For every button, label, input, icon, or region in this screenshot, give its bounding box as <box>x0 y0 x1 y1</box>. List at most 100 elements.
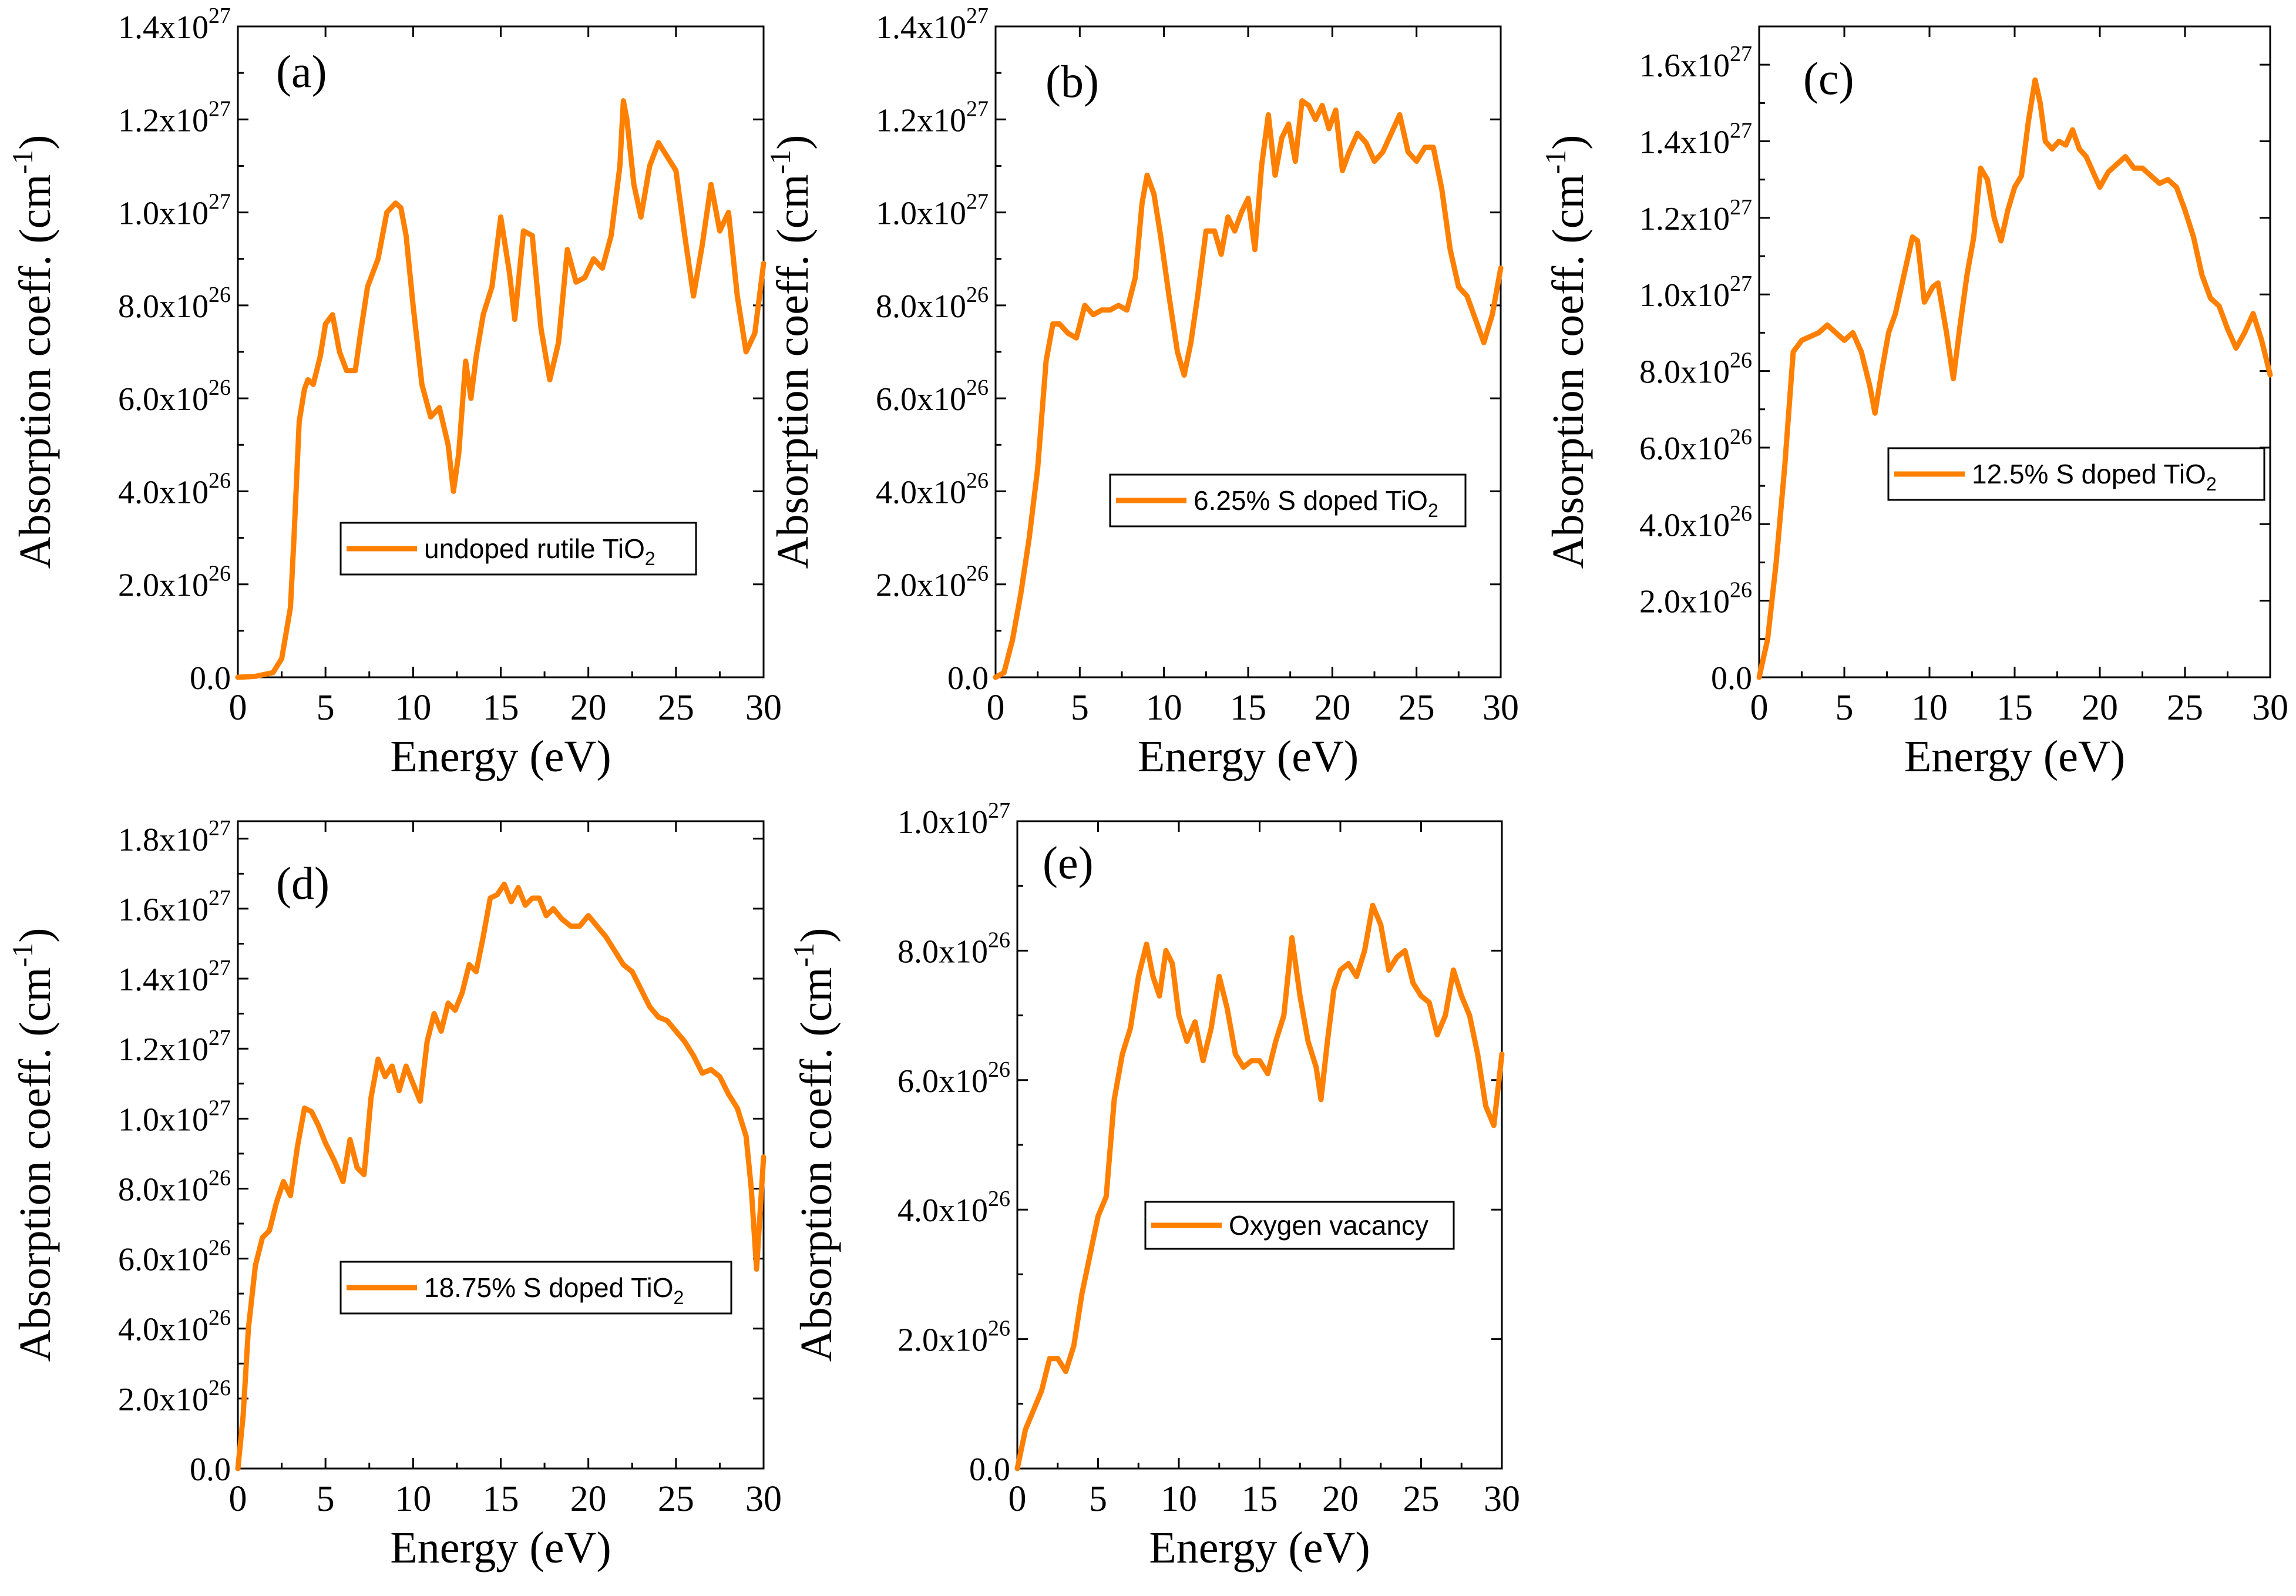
y-tick-label: 0.0 <box>190 660 231 697</box>
legend-label: undoped rutile TiO2 <box>424 533 655 569</box>
x-axis-title: Energy (eV) <box>1904 732 2125 781</box>
x-tick-label: 20 <box>570 688 607 728</box>
panel-a: 0 5 10 15 20 25 30 0.0 2.0x1026 4.0x1026 6.0x1026 8… <box>6 4 782 781</box>
y-tick-label: 6.0x1026 <box>118 1236 231 1278</box>
legend: 18.75% S doped TiO2 <box>339 1261 732 1315</box>
legend: undoped rutile TiO2 <box>339 522 697 576</box>
plot-frame <box>237 820 765 1470</box>
y-tick-label: 1.2x1027 <box>118 96 231 139</box>
legend-label: 12.5% S doped TiO2 <box>1972 459 2217 495</box>
x-tick-label: 25 <box>658 688 694 728</box>
y-tick-label: 1.6x1027 <box>1639 42 1752 84</box>
x-tick-label: 10 <box>1161 1479 1197 1519</box>
x-tick-label: 20 <box>2082 688 2118 728</box>
series-line <box>1756 77 2273 680</box>
y-tick-label: 1.0x1027 <box>118 1096 231 1138</box>
series-line <box>993 98 1504 680</box>
y-tick-label: 4.0x1026 <box>897 1187 1010 1229</box>
y-axis-title: Absorption coeff. (cm-1) <box>6 928 60 1362</box>
x-tick-label: 10 <box>395 688 431 728</box>
y-axis-title: Absorption coeff. (cm-1) <box>764 135 818 569</box>
panel-e: 0 5 10 15 20 25 30 0.0 2.0x1026 4.0x1026 6.0x1026 8… <box>787 798 1520 1573</box>
x-tick-label: 15 <box>1996 688 2033 728</box>
x-tick-label: 20 <box>1322 1479 1359 1519</box>
y-tick-label: 4.0x1026 <box>118 1306 231 1348</box>
x-tick-label: 30 <box>1483 688 1519 728</box>
x-tick-label: 15 <box>483 688 519 728</box>
plot-frame <box>237 25 765 678</box>
y-tick-label: 8.0x1026 <box>1639 348 1752 391</box>
y-tick-label: 6.0x1026 <box>897 1057 1010 1100</box>
y-tick-label: 1.6x1027 <box>118 886 231 928</box>
x-tick-label: 25 <box>1403 1479 1440 1519</box>
panel-label: (d) <box>276 858 330 909</box>
y-tick-label: 1.0x1027 <box>1639 271 1752 314</box>
x-tick-label: 25 <box>658 1479 694 1519</box>
series-line <box>1014 902 1505 1471</box>
x-tick-label: 5 <box>1071 688 1089 728</box>
y-tick-label: 8.0x1026 <box>118 283 231 325</box>
x-tick-label: 5 <box>1836 688 1854 728</box>
x-axis-title: Energy (eV) <box>1149 1523 1370 1573</box>
y-tick-label: 2.0x1026 <box>876 562 989 604</box>
y-tick-label: 8.0x1026 <box>876 283 989 325</box>
y-tick-label: 0.0 <box>1711 660 1752 697</box>
panel-label: (a) <box>276 46 327 97</box>
x-tick-label: 20 <box>570 1479 607 1519</box>
y-tick-label: 4.0x1026 <box>118 468 231 510</box>
y-tick-label: 1.4x1027 <box>118 4 231 46</box>
y-tick-label: 6.0x1026 <box>876 375 989 418</box>
x-tick-label: 30 <box>2252 688 2288 728</box>
y-tick-label: 1.2x1027 <box>118 1026 231 1068</box>
y-axis-title: Absorption coeff. (cm-1) <box>787 928 841 1362</box>
panel-label: (e) <box>1043 837 1094 888</box>
plot-frame <box>994 25 1502 678</box>
x-tick-label: 10 <box>1146 688 1182 728</box>
panel-label: (b) <box>1046 56 1099 107</box>
panel-label: (c) <box>1803 53 1854 104</box>
y-tick-label: 4.0x1026 <box>876 468 989 510</box>
x-tick-label: 30 <box>745 1479 782 1519</box>
y-axis-title: Absorption coeff. (cm-1) <box>1539 135 1593 569</box>
x-tick-label: 25 <box>1399 688 1435 728</box>
x-tick-label: 5 <box>317 1479 335 1519</box>
x-tick-label: 15 <box>1242 1479 1278 1519</box>
panel-c: 0 5 10 15 20 25 30 0.0 2.0x1026 4.0x1026 6.0x1026 8… <box>1539 25 2288 781</box>
y-tick-label: 2.0x1026 <box>1639 578 1752 620</box>
x-tick-label: 15 <box>1230 688 1266 728</box>
x-tick-label: 30 <box>745 688 782 728</box>
x-axis-title: Energy (eV) <box>390 732 611 781</box>
y-tick-label: 0.0 <box>947 660 989 697</box>
y-tick-label: 1.2x1027 <box>876 96 989 139</box>
y-tick-label: 1.2x1027 <box>1639 195 1752 237</box>
y-tick-label: 1.8x1027 <box>118 816 231 858</box>
x-tick-label: 0 <box>1750 688 1769 728</box>
y-tick-label: 1.4x1027 <box>1639 119 1752 161</box>
y-tick-label: 6.0x1026 <box>118 375 231 418</box>
legend-label: Oxygen vacancy <box>1229 1210 1428 1241</box>
plot-frame <box>1016 820 1503 1470</box>
y-tick-label: 2.0x1026 <box>118 1376 231 1418</box>
x-tick-label: 0 <box>229 688 247 728</box>
x-tick-label: 30 <box>1484 1479 1520 1519</box>
series-line <box>235 881 767 1471</box>
y-tick-label: 4.0x1026 <box>1639 501 1752 543</box>
y-tick-label: 6.0x1026 <box>1639 425 1752 467</box>
x-tick-label: 25 <box>2167 688 2203 728</box>
x-tick-label: 5 <box>317 688 335 728</box>
y-tick-label: 2.0x1026 <box>118 562 231 604</box>
y-tick-label: 1.0x1027 <box>118 190 231 232</box>
y-tick-label: 1.0x1027 <box>897 798 1010 841</box>
x-tick-label: 5 <box>1089 1479 1107 1519</box>
x-tick-label: 0 <box>987 688 1005 728</box>
legend: Oxygen vacancy <box>1144 1201 1455 1250</box>
legend-label: 6.25% S doped TiO2 <box>1194 485 1438 521</box>
plot-frame <box>1758 25 2271 678</box>
y-tick-label: 0.0 <box>190 1451 231 1488</box>
x-tick-label: 0 <box>229 1479 247 1519</box>
y-tick-label: 2.0x1026 <box>897 1316 1010 1359</box>
y-tick-label: 1.4x1027 <box>118 956 231 998</box>
y-tick-label: 0.0 <box>969 1451 1010 1488</box>
x-tick-label: 10 <box>1911 688 1948 728</box>
